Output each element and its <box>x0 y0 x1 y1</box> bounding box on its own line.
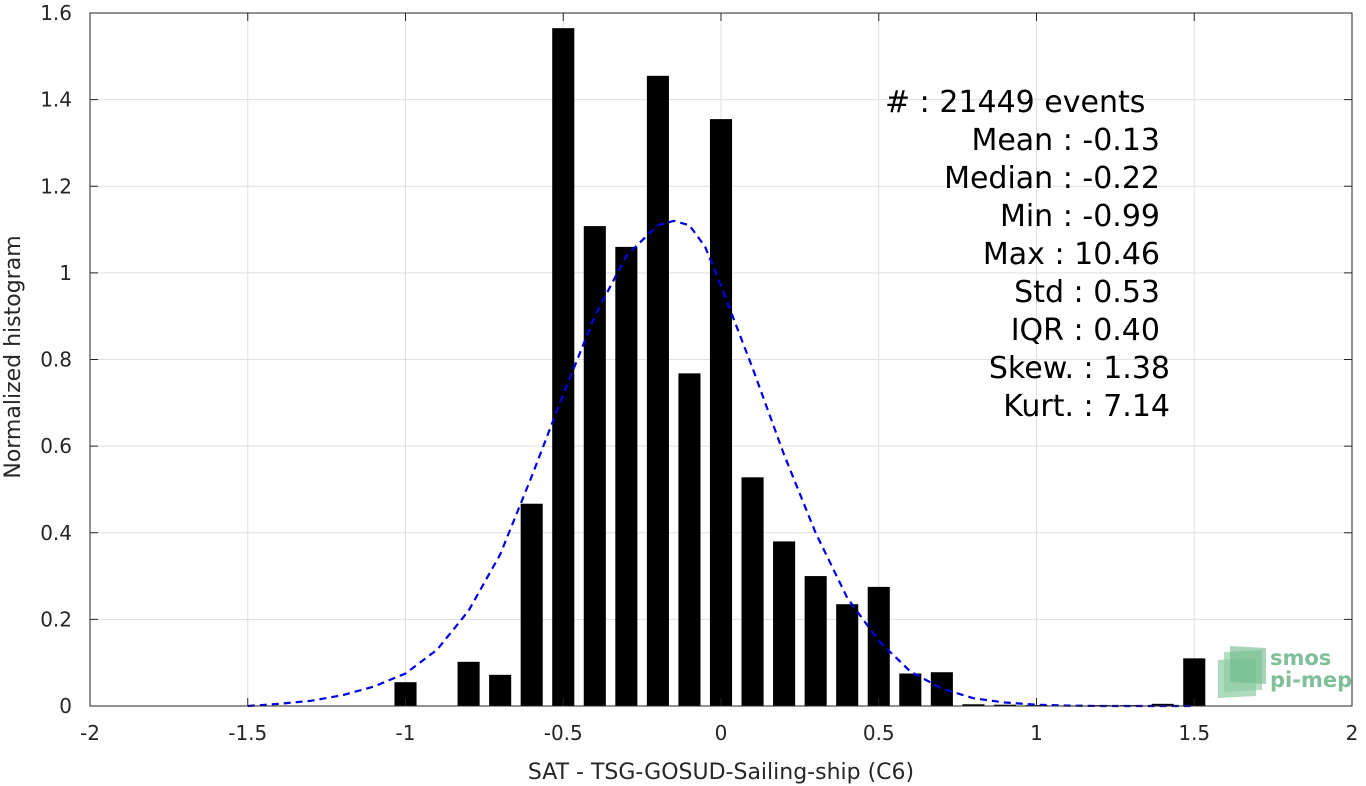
x-tick-label-5: 0.5 <box>863 721 895 745</box>
bar-4 <box>552 28 575 707</box>
bar-1 <box>457 661 480 706</box>
bar-18 <box>993 704 1016 706</box>
y-tick-label-1: 0.2 <box>40 607 72 631</box>
stat-line-2: Median : -0.22 <box>944 161 1160 196</box>
logo-text-line1: smos <box>1270 646 1331 670</box>
axis-ticks: -2 -1.5 -1 -0.5 0 0.5 1 1.5 2 0 0.2 0.4 0.6 0.8 1 1.2 1.… <box>40 1 1358 745</box>
x-tick-label-2: -1 <box>396 721 416 745</box>
stat-line-5: Std : 0.53 <box>1014 275 1160 310</box>
y-tick-label-6: 1.2 <box>40 174 72 198</box>
y-tick-label-2: 0.4 <box>40 521 72 545</box>
x-tick-label-3: -0.5 <box>544 721 583 745</box>
bar-5 <box>583 226 606 706</box>
bar-9 <box>709 119 733 707</box>
y-tick-label-3: 0.6 <box>40 434 72 458</box>
stat-line-0: # : 21449 events <box>885 85 1145 120</box>
bar-8 <box>678 373 701 706</box>
x-tick-label-1: -1.5 <box>228 721 267 745</box>
bar-11 <box>773 541 796 706</box>
y-axis-label: Normalized histogram <box>1 235 26 478</box>
bar-17 <box>962 704 985 706</box>
bar-12 <box>804 576 827 706</box>
x-tick-label-4: 0 <box>715 721 728 745</box>
stat-line-3: Min : -0.99 <box>1000 199 1160 234</box>
stat-line-8: Kurt. : 7.14 <box>1003 389 1170 424</box>
bar-2 <box>489 674 512 706</box>
stat-line-7: Skew. : 1.38 <box>989 351 1170 386</box>
bar-24 <box>1183 658 1206 706</box>
x-tick-label-0: -2 <box>80 721 100 745</box>
bar-6 <box>615 246 638 706</box>
y-tick-label-0: 0 <box>59 694 72 718</box>
fit-curve <box>247 219 1195 708</box>
bars <box>394 28 1206 707</box>
x-axis-label: SAT - TSG-GOSUD-Sailing-ship (C6) <box>528 760 914 785</box>
x-tick-label-8: 2 <box>1346 721 1359 745</box>
y-tick-label-5: 1 <box>59 261 72 285</box>
bar-10 <box>741 477 764 706</box>
y-tick-label-8: 1.6 <box>40 1 72 25</box>
bar-15 <box>899 673 922 706</box>
y-tick-label-4: 0.8 <box>40 348 72 372</box>
logo-text-line2: pi-mep <box>1270 668 1352 692</box>
smos-pi-mep-logo: smos pi-mep <box>1218 646 1352 698</box>
x-tick-label-6: 1 <box>1030 721 1043 745</box>
bar-16 <box>930 672 953 706</box>
x-tick-label-7: 1.5 <box>1178 721 1210 745</box>
stat-line-4: Max : 10.46 <box>983 237 1160 272</box>
bar-3 <box>520 503 543 706</box>
y-tick-label-7: 1.4 <box>40 88 72 112</box>
bar-13 <box>836 604 859 706</box>
logo-graphic-icon <box>1218 646 1266 698</box>
stat-line-1: Mean : -0.13 <box>971 123 1160 158</box>
stat-line-6: IQR : 0.40 <box>1011 313 1160 348</box>
bar-7 <box>646 75 669 707</box>
bar-0 <box>394 682 417 706</box>
bar-14 <box>867 586 890 706</box>
